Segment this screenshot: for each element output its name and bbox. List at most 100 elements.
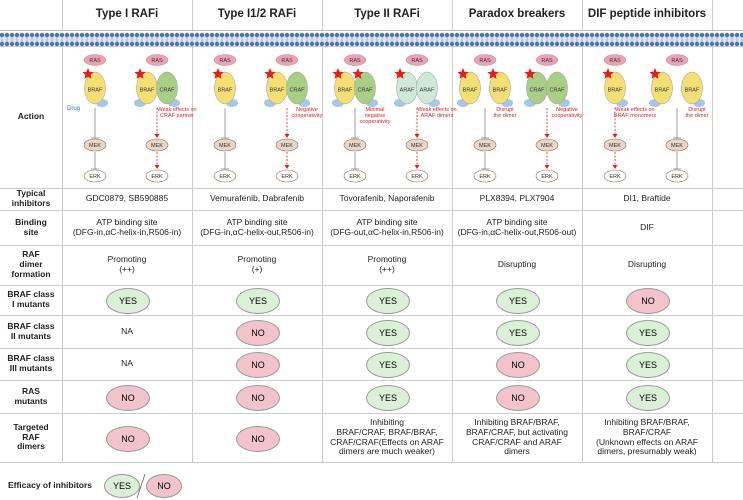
cell-text: NA <box>121 325 133 336</box>
lipid-head <box>634 32 640 38</box>
ras-label: RAS <box>609 58 621 64</box>
lipid-head <box>604 41 610 47</box>
lipid-head <box>194 41 200 47</box>
lipid-head <box>14 32 20 38</box>
lipid-head <box>609 32 615 38</box>
lipid-head <box>679 32 685 38</box>
lipid-head <box>544 41 550 47</box>
lipid-head <box>279 32 285 38</box>
lipid-head <box>529 41 535 47</box>
lipid-head <box>184 32 190 38</box>
column-header: Paradox breakers <box>468 8 566 21</box>
lipid-head <box>739 32 743 38</box>
lipid-head <box>574 41 580 47</box>
lipid-head <box>694 41 700 47</box>
kinase <box>604 71 626 105</box>
lipid-head <box>359 41 365 47</box>
lipid-head <box>564 32 570 38</box>
kinase <box>214 71 236 105</box>
lipid-head <box>479 32 485 38</box>
row-label: RAF dimer formation <box>11 249 51 279</box>
lipid-head <box>269 32 275 38</box>
mek-label: MEK <box>89 143 101 149</box>
lipid-head <box>519 41 525 47</box>
lipid-head <box>379 32 385 38</box>
cell-text: Disrupting <box>497 259 537 270</box>
mek <box>603 138 627 152</box>
mek-label: MEK <box>219 143 231 149</box>
lipid-head <box>324 41 330 47</box>
kinase <box>286 71 308 105</box>
lipid-head <box>59 41 65 47</box>
lipid-head <box>229 41 235 47</box>
lipid-head <box>654 32 660 38</box>
erk-label: ERK <box>219 174 231 180</box>
lipid-head <box>59 32 65 38</box>
lipid-head <box>689 41 695 47</box>
erk <box>83 169 107 183</box>
lipid-head <box>664 41 670 47</box>
arrow-head <box>414 134 420 138</box>
lipid-head <box>494 41 500 47</box>
kinase-label: BRAF <box>493 87 508 93</box>
cell-text: Promoting (++) <box>107 254 147 274</box>
lipid-head <box>274 41 280 47</box>
cell-text: PLX8394, PLX7904 <box>479 193 555 204</box>
lipid-head <box>429 41 435 47</box>
lipid-head <box>669 32 675 38</box>
kinase-label: ARAF <box>420 87 435 93</box>
lipid-head <box>679 41 685 47</box>
lipid-head <box>229 32 235 38</box>
lipid-head <box>44 41 50 47</box>
lipid-head <box>329 32 335 38</box>
lipid-head <box>159 32 165 38</box>
row-label: BRAF class II mutants <box>7 320 55 341</box>
erk-label: ERK <box>349 174 361 180</box>
drug-label: Drug <box>67 106 81 112</box>
kinase <box>489 71 511 105</box>
mek-label: MEK <box>541 143 553 149</box>
lipid-head <box>619 32 625 38</box>
lipid-head <box>584 32 590 38</box>
lipid-head <box>454 32 460 38</box>
lipid-head <box>284 41 290 47</box>
lipid-head <box>154 32 160 38</box>
lipid-head <box>219 32 225 38</box>
kinase-label: BRAF <box>608 87 623 93</box>
lipid-head <box>179 32 185 38</box>
lipid-head <box>549 41 555 47</box>
lipid-head <box>299 32 305 38</box>
lipid-head <box>9 32 15 38</box>
membrane <box>0 35 743 44</box>
lipid-head <box>309 32 315 38</box>
mek-label: MEK <box>151 143 163 149</box>
lipid-head <box>734 41 740 47</box>
lipid-head <box>114 41 120 47</box>
ras <box>535 54 559 66</box>
lipid-head <box>719 32 725 38</box>
drug-star <box>264 68 276 79</box>
lipid-head <box>649 32 655 38</box>
lipid-head <box>209 32 215 38</box>
lipid-head <box>649 41 655 47</box>
lipid-head <box>249 41 255 47</box>
drug-star <box>602 68 614 79</box>
lipid-head <box>79 41 85 47</box>
lipid-head <box>654 41 660 47</box>
efficacy-badge: NO <box>106 425 150 452</box>
lipid-head <box>264 41 270 47</box>
lipid-head <box>274 32 280 38</box>
lipid-head <box>429 32 435 38</box>
lipid-head <box>219 41 225 47</box>
lipid-head <box>719 41 725 47</box>
arrow-head <box>544 165 550 169</box>
erk-label: ERK <box>151 174 163 180</box>
ras-label: RAS <box>349 58 361 64</box>
row-label: Action <box>17 111 45 122</box>
lipid-head <box>134 32 140 38</box>
lipid-head <box>674 41 680 47</box>
lipid-head <box>349 41 355 47</box>
lipid-head <box>214 32 220 38</box>
lipid-head <box>389 41 395 47</box>
